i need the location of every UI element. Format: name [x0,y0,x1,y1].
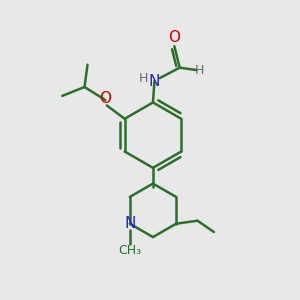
Text: CH₃: CH₃ [118,244,141,257]
Text: N: N [149,74,160,88]
Text: O: O [99,91,111,106]
Text: H: H [139,72,148,85]
Text: O: O [168,30,180,45]
Text: H: H [195,64,205,76]
Text: N: N [124,216,136,231]
